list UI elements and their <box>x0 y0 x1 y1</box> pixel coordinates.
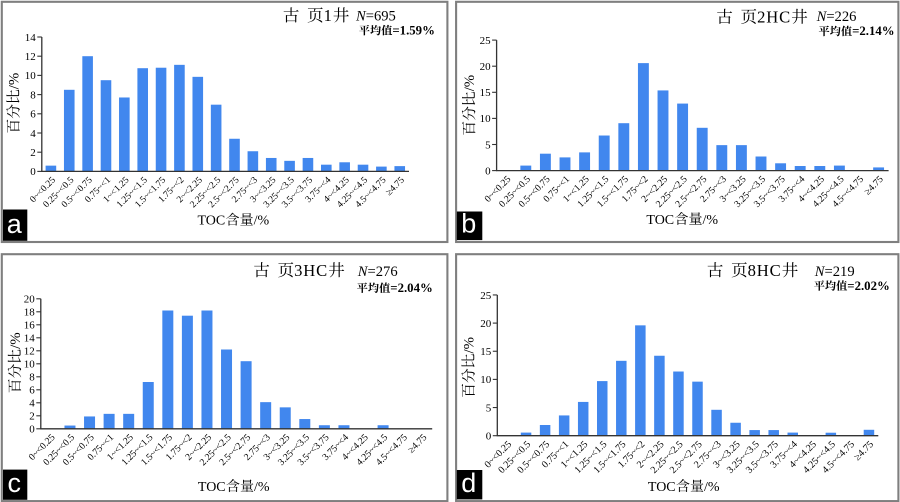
svg-text:10: 10 <box>480 374 492 386</box>
svg-text:1: 1 <box>324 6 333 25</box>
svg-text:/%: /% <box>703 213 719 228</box>
svg-text:20: 20 <box>480 61 492 73</box>
svg-text:=2.14%: =2.14% <box>852 24 894 38</box>
svg-text:10: 10 <box>24 359 36 371</box>
svg-text:15: 15 <box>480 87 492 99</box>
svg-text:N=276: N=276 <box>357 264 398 280</box>
svg-text:6: 6 <box>30 109 36 121</box>
svg-text:TOC: TOC <box>198 214 226 229</box>
svg-text:5: 5 <box>486 402 492 414</box>
svg-text:0: 0 <box>486 431 492 443</box>
svg-text:/%: /% <box>8 332 24 348</box>
svg-text:N=695: N=695 <box>355 8 396 24</box>
svg-text:2: 2 <box>29 411 35 423</box>
svg-text:0: 0 <box>30 166 36 178</box>
svg-text:15: 15 <box>480 346 492 358</box>
svg-text:25: 25 <box>480 290 492 302</box>
svg-text:8: 8 <box>30 89 36 101</box>
svg-text:3HC: 3HC <box>294 261 328 280</box>
svg-text:5: 5 <box>485 139 491 151</box>
svg-text:N=219: N=219 <box>814 264 855 280</box>
svg-text:18: 18 <box>24 307 36 319</box>
svg-text:TOC: TOC <box>198 480 226 495</box>
svg-text:2: 2 <box>30 147 36 159</box>
svg-text:/%: /% <box>462 337 478 353</box>
svg-text:12: 12 <box>25 51 36 63</box>
svg-text:b: b <box>461 209 476 239</box>
svg-text:/%: /% <box>704 480 720 495</box>
svg-text:/%: /% <box>254 480 270 495</box>
svg-text:16: 16 <box>24 320 36 332</box>
svg-text:=2.02%: =2.02% <box>847 279 889 293</box>
svg-text:0: 0 <box>485 165 491 177</box>
svg-text:d: d <box>461 468 476 498</box>
svg-text:/%: /% <box>7 73 23 89</box>
svg-text:25: 25 <box>480 35 492 47</box>
svg-text:2HC: 2HC <box>757 8 791 27</box>
svg-text:10: 10 <box>480 113 492 125</box>
svg-text:=1.59%: =1.59% <box>392 23 434 37</box>
svg-text:10: 10 <box>25 70 37 82</box>
svg-text:14: 14 <box>24 333 36 345</box>
svg-text:c: c <box>8 468 22 498</box>
svg-text:12: 12 <box>24 346 35 358</box>
svg-text:0: 0 <box>29 424 35 436</box>
svg-text:a: a <box>7 209 23 239</box>
svg-text:8: 8 <box>29 372 35 384</box>
svg-text:/%: /% <box>462 75 478 91</box>
svg-text:TOC: TOC <box>648 480 676 495</box>
svg-text:4: 4 <box>29 398 35 410</box>
svg-text:4: 4 <box>30 128 36 140</box>
svg-text:8HC: 8HC <box>748 261 782 280</box>
svg-text:20: 20 <box>24 294 36 306</box>
svg-text:TOC: TOC <box>646 213 674 228</box>
svg-text:=2.04%: =2.04% <box>390 281 432 295</box>
svg-text:14: 14 <box>25 32 37 44</box>
svg-text:6: 6 <box>29 385 35 397</box>
svg-text:20: 20 <box>480 318 492 330</box>
svg-text:N=226: N=226 <box>816 9 857 25</box>
svg-text:/%: /% <box>254 214 270 229</box>
